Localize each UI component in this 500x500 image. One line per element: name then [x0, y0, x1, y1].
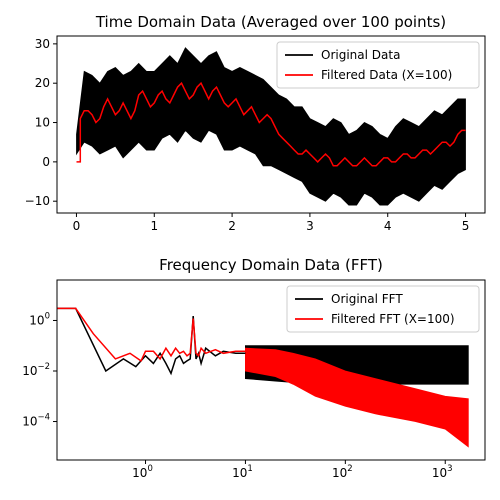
frequency-domain-bands	[245, 345, 469, 448]
time-domain-ticks: 0 1 2 3 4 5 −10 0 10 20 30	[25, 37, 470, 233]
frequency-domain-legend: Original FFT Filtered FFT (X=100)	[286, 285, 480, 333]
x-tick-label: 4	[384, 219, 392, 233]
x-tick-exponent: 1	[247, 464, 252, 474]
x-tick-label: 103	[432, 464, 453, 480]
x-tick-label: 3	[306, 219, 314, 233]
frequency-domain-chart: Frequency Domain Data (FFT) 100 101 102 103…	[22, 256, 486, 480]
y-tick-label: −10	[25, 194, 50, 208]
x-tick-label: 1	[150, 219, 158, 233]
series-line-1	[76, 81, 466, 167]
time-domain-lines	[76, 81, 466, 167]
legend-box	[276, 41, 480, 89]
y-tick-label: 10−2	[22, 362, 50, 378]
x-tick-exponent: 2	[347, 464, 352, 474]
y-tick-label: 100	[29, 311, 50, 327]
y-tick-exponent: 0	[45, 311, 50, 321]
legend-entry: Filtered FFT (X=100)	[331, 312, 455, 326]
legend-entry: Filtered Data (X=100)	[321, 68, 452, 82]
y-tick-label: 10−4	[22, 413, 50, 429]
x-tick-label: 100	[132, 464, 153, 480]
series-line-1	[57, 307, 246, 363]
legend-entry: Original FFT	[331, 292, 403, 306]
x-tick-exponent: 0	[147, 464, 152, 474]
x-tick-exponent: 3	[447, 464, 452, 474]
y-tick-exponent: −4	[37, 413, 50, 423]
legend-box	[286, 285, 480, 333]
y-tick-label: 0	[42, 155, 50, 169]
x-tick-label: 5	[462, 219, 470, 233]
time-domain-bands	[76, 47, 466, 206]
time-domain-axes-frame	[56, 35, 486, 214]
x-tick-label: 0	[73, 219, 81, 233]
time-domain-chart: Time Domain Data (Averaged over 100 poin…	[25, 13, 486, 233]
y-tick-exponent: −2	[37, 362, 50, 372]
frequency-domain-title: Frequency Domain Data (FFT)	[159, 256, 383, 274]
x-tick-label: 2	[228, 219, 236, 233]
series-band-0	[76, 47, 466, 206]
time-domain-title: Time Domain Data (Averaged over 100 poin…	[95, 13, 446, 31]
series-line-0	[57, 307, 246, 376]
y-tick-label: 20	[35, 76, 50, 90]
x-tick-label: 102	[332, 464, 353, 480]
x-tick-label: 101	[232, 464, 253, 480]
y-tick-label: 10	[35, 116, 50, 130]
time-domain-legend: Original Data Filtered Data (X=100)	[276, 41, 480, 89]
frequency-domain-lines	[57, 307, 246, 376]
y-tick-label: 30	[35, 37, 50, 51]
series-band-1	[245, 347, 469, 448]
legend-entry: Original Data	[321, 48, 400, 62]
frequency-domain-axes-frame	[56, 279, 486, 461]
